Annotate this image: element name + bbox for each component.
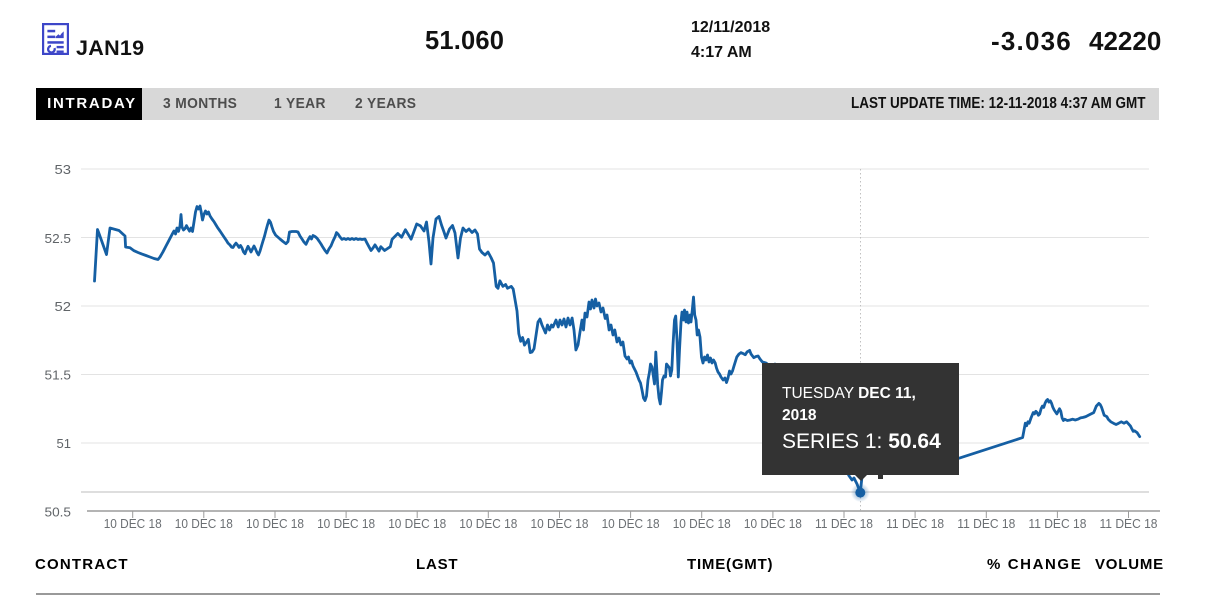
- svg-text:51.5: 51.5: [45, 368, 72, 383]
- svg-text:10 DEC 18: 10 DEC 18: [531, 517, 589, 531]
- svg-text:10 DEC 18: 10 DEC 18: [673, 517, 731, 531]
- svg-text:11 DEC 18: 11 DEC 18: [1100, 517, 1158, 531]
- svg-text:10 DEC 18: 10 DEC 18: [459, 517, 517, 531]
- svg-text:10 DEC 18: 10 DEC 18: [602, 517, 660, 531]
- svg-text:52.5: 52.5: [45, 231, 72, 246]
- svg-text:10 DEC 18: 10 DEC 18: [388, 517, 446, 531]
- svg-text:52: 52: [55, 299, 72, 314]
- svg-text:10 DEC 18: 10 DEC 18: [744, 517, 802, 531]
- svg-text:51: 51: [57, 436, 72, 451]
- svg-text:10 DEC 18: 10 DEC 18: [246, 517, 304, 531]
- svg-text:11 DEC 18: 11 DEC 18: [886, 517, 944, 531]
- svg-text:11 DEC 18: 11 DEC 18: [1028, 517, 1086, 531]
- svg-text:53: 53: [55, 162, 72, 177]
- svg-text:50.5: 50.5: [45, 505, 72, 520]
- svg-text:10 DEC 18: 10 DEC 18: [104, 517, 162, 531]
- svg-text:11 DEC 18: 11 DEC 18: [957, 517, 1015, 531]
- svg-text:11 DEC 18: 11 DEC 18: [815, 517, 873, 531]
- svg-text:10 DEC 18: 10 DEC 18: [175, 517, 233, 531]
- svg-text:10 DEC 18: 10 DEC 18: [317, 517, 375, 531]
